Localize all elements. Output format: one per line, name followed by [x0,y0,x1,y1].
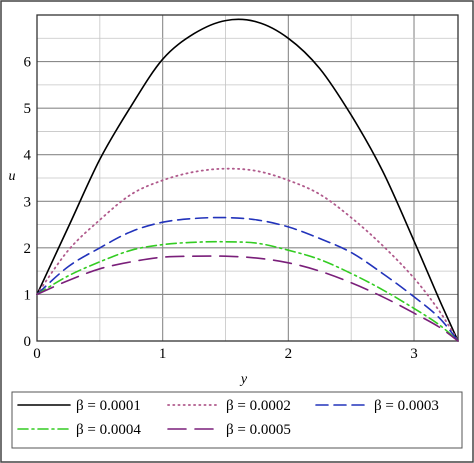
y-tick-label: 4 [24,148,32,164]
legend-box [11,391,463,449]
y-tick-label: 2 [24,241,32,257]
series-line-1 [36,18,459,342]
series-line-5 [36,255,459,342]
legend-label-1: β = 0.0001 [76,398,141,414]
legend-label-5: β = 0.0005 [226,422,291,438]
x-tick-label: 3 [410,346,418,362]
x-tick-label: 0 [33,346,41,362]
y-axis-label: u [9,169,16,184]
legend-label-2: β = 0.0002 [226,398,291,414]
y-tick-label: 0 [24,334,32,350]
x-tick-label: 2 [285,346,293,362]
y-tick-label: 6 [24,55,32,71]
plot-border [36,14,459,342]
y-tick-label: 1 [24,287,32,303]
legend: β = 0.0001 β = 0.0002 β = 0.0003 β = 0.0004… [17,398,439,438]
legend-label-3: β = 0.0003 [374,398,439,414]
legend-label-4: β = 0.0004 [76,422,141,438]
x-tick-label: 1 [159,346,167,362]
x-axis-label: y [239,372,248,387]
plot-area [36,14,459,342]
series-line-2 [36,167,459,342]
y-tick-label: 5 [24,101,32,117]
grid-lines [37,15,458,341]
series-line-3 [36,216,459,342]
series-layer [36,18,459,342]
series-line-4 [36,240,459,342]
x-tick-labels: 0 1 2 3 [33,346,418,362]
y-tick-labels: 0 1 2 3 4 5 6 [24,55,32,350]
y-tick-label: 3 [24,194,32,210]
